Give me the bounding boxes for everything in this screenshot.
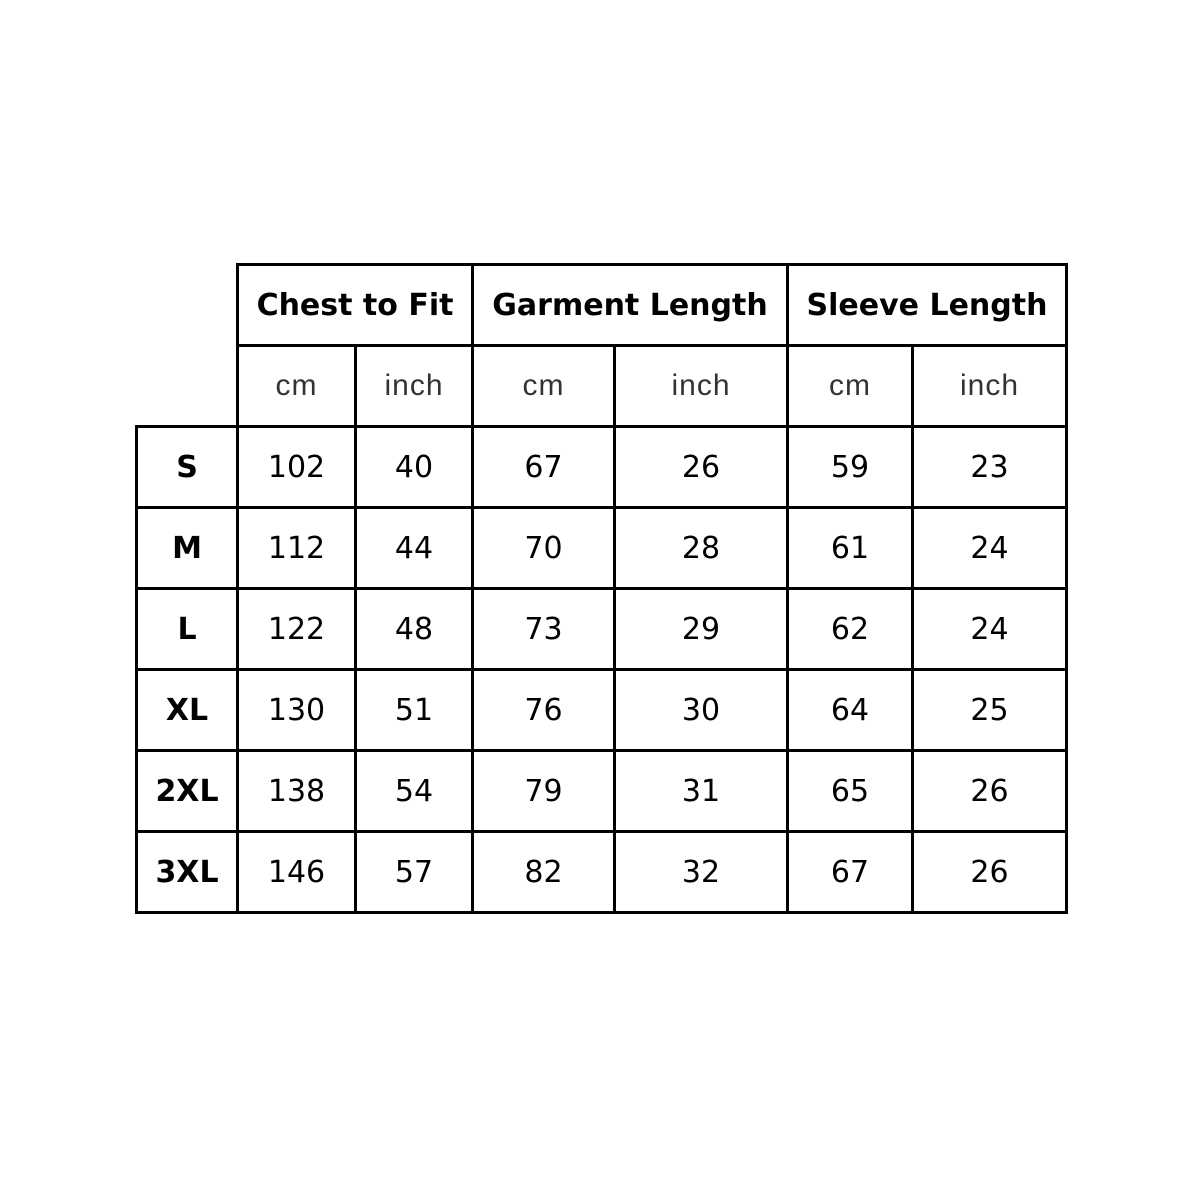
value-cell: 146 — [236, 830, 357, 914]
value-cell: 24 — [911, 506, 1068, 590]
value-cell: 48 — [354, 587, 474, 671]
size-label: XL — [135, 668, 239, 752]
table-row: 3XL 146 57 82 32 67 26 — [135, 830, 1068, 914]
value-cell: 51 — [354, 668, 474, 752]
value-cell: 138 — [236, 749, 357, 833]
table-row: 2XL 138 54 79 31 65 26 — [135, 749, 1068, 833]
unit-cell: inch — [354, 344, 474, 428]
value-cell: 24 — [911, 587, 1068, 671]
corner-cell — [137, 346, 238, 427]
unit-cell: cm — [786, 344, 914, 428]
unit-cell: inch — [613, 344, 789, 428]
value-cell: 61 — [786, 506, 914, 590]
size-chart-table: Chest to Fit Garment Length Sleeve Lengt… — [135, 263, 1068, 914]
unit-cell: inch — [911, 344, 1068, 428]
value-cell: 54 — [354, 749, 474, 833]
header-chest-to-fit: Chest to Fit — [236, 263, 474, 347]
value-cell: 57 — [354, 830, 474, 914]
value-cell: 76 — [471, 668, 616, 752]
table-row: M 112 44 70 28 61 24 — [135, 506, 1068, 590]
table-row: S 102 40 67 26 59 23 — [135, 425, 1068, 509]
value-cell: 73 — [471, 587, 616, 671]
unit-cell: cm — [471, 344, 616, 428]
value-cell: 122 — [236, 587, 357, 671]
size-label: S — [135, 425, 239, 509]
value-cell: 28 — [613, 506, 789, 590]
size-label: 3XL — [135, 830, 239, 914]
unit-cell: cm — [236, 344, 357, 428]
value-cell: 67 — [786, 830, 914, 914]
value-cell: 32 — [613, 830, 789, 914]
value-cell: 23 — [911, 425, 1068, 509]
value-cell: 130 — [236, 668, 357, 752]
value-cell: 26 — [911, 830, 1068, 914]
size-label: 2XL — [135, 749, 239, 833]
header-garment-length: Garment Length — [471, 263, 789, 347]
value-cell: 26 — [613, 425, 789, 509]
header-sleeve-length: Sleeve Length — [786, 263, 1068, 347]
corner-cell — [137, 265, 238, 346]
value-cell: 70 — [471, 506, 616, 590]
size-label: L — [135, 587, 239, 671]
value-cell: 59 — [786, 425, 914, 509]
value-cell: 62 — [786, 587, 914, 671]
value-cell: 67 — [471, 425, 616, 509]
value-cell: 112 — [236, 506, 357, 590]
value-cell: 64 — [786, 668, 914, 752]
value-cell: 25 — [911, 668, 1068, 752]
table-row: L 122 48 73 29 62 24 — [135, 587, 1068, 671]
value-cell: 79 — [471, 749, 616, 833]
unit-row: cm inch cm inch cm inch — [137, 344, 1068, 428]
value-cell: 26 — [911, 749, 1068, 833]
value-cell: 29 — [613, 587, 789, 671]
value-cell: 44 — [354, 506, 474, 590]
header-row: Chest to Fit Garment Length Sleeve Lengt… — [137, 263, 1068, 347]
size-label: M — [135, 506, 239, 590]
value-cell: 40 — [354, 425, 474, 509]
value-cell: 31 — [613, 749, 789, 833]
value-cell: 30 — [613, 668, 789, 752]
value-cell: 82 — [471, 830, 616, 914]
table-row: XL 130 51 76 30 64 25 — [135, 668, 1068, 752]
value-cell: 65 — [786, 749, 914, 833]
value-cell: 102 — [236, 425, 357, 509]
